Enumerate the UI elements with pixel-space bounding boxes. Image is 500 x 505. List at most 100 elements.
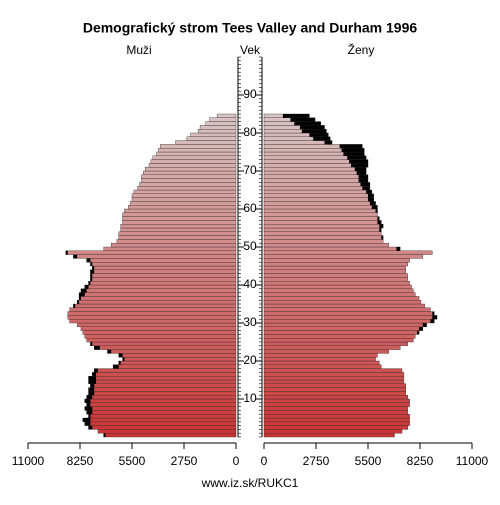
bar-male — [88, 379, 237, 384]
bar-male — [156, 151, 237, 156]
excess-female — [313, 136, 331, 141]
bar-male — [93, 345, 237, 350]
bar-female — [263, 319, 435, 324]
x-tick-label: 0 — [261, 454, 268, 468]
bar-female — [263, 379, 405, 384]
excess-female — [432, 311, 435, 316]
excess-female — [358, 174, 368, 179]
y-tick-label: 20 — [243, 353, 257, 367]
bar-male — [88, 391, 237, 396]
excess-female — [294, 121, 321, 126]
excess-male — [86, 395, 93, 399]
excess-female — [343, 152, 365, 156]
excess-female — [377, 216, 380, 221]
bar-female — [263, 383, 407, 388]
bar-male — [82, 330, 237, 335]
excess-female — [362, 186, 370, 190]
bar-male — [86, 395, 237, 400]
bar-female — [263, 204, 378, 210]
bar-male — [88, 387, 237, 392]
bar-female — [263, 273, 408, 278]
bar-male — [118, 360, 237, 365]
bar-female — [263, 220, 382, 225]
excess-male — [88, 391, 95, 396]
excess-male — [92, 372, 97, 377]
y-tick-label: 90 — [243, 87, 257, 101]
excess-male — [88, 387, 95, 392]
excess-female — [339, 144, 363, 149]
x-tick-label: 5500 — [355, 454, 382, 468]
bar-female — [263, 269, 407, 274]
excess-male — [90, 342, 93, 346]
excess-female — [371, 205, 378, 209]
excess-female — [356, 171, 367, 175]
excess-female — [432, 315, 438, 320]
bar-male — [67, 315, 237, 320]
y-tick-label: 10 — [243, 391, 257, 405]
bar-female — [263, 254, 424, 259]
excess-male — [90, 383, 95, 388]
bar-male — [65, 250, 237, 255]
bar-female — [263, 189, 372, 194]
bar-male — [128, 204, 237, 210]
bar-female — [263, 277, 408, 282]
excess-female — [379, 224, 384, 228]
excess-male — [73, 304, 76, 308]
bar-female — [263, 242, 390, 248]
bar-male — [205, 121, 237, 126]
excess-female — [417, 330, 420, 335]
bar-male — [145, 166, 237, 172]
excess-male — [90, 262, 93, 266]
bar-male — [160, 144, 237, 149]
bar-male — [175, 140, 237, 145]
bar-male — [143, 170, 237, 175]
bar-female — [263, 402, 410, 407]
bar-female — [263, 231, 382, 236]
bar-male — [88, 425, 237, 430]
bar-male — [76, 322, 237, 327]
x-tick-label: 11000 — [12, 454, 45, 468]
bar-male — [84, 398, 237, 403]
bar-female — [263, 315, 438, 320]
bar-male — [131, 197, 237, 202]
bar-female — [263, 288, 414, 293]
excess-female — [419, 326, 423, 331]
excess-male — [92, 266, 95, 270]
excess-male — [73, 254, 78, 259]
bar-male — [129, 201, 237, 206]
excess-female — [282, 114, 310, 118]
excess-female — [309, 133, 329, 137]
excess-female — [290, 117, 316, 122]
bar-female — [263, 307, 431, 312]
bar-female — [263, 292, 416, 297]
bar-male — [86, 258, 237, 263]
bar-male — [122, 357, 237, 362]
x-tick-label: 5500 — [119, 454, 146, 468]
x-tick-label: 11000 — [456, 454, 489, 468]
bar-female — [263, 433, 395, 438]
bar-male — [186, 136, 237, 141]
y-tick-label: 80 — [243, 125, 257, 139]
excess-male — [88, 425, 93, 430]
bar-male — [90, 269, 237, 274]
bar-male — [150, 159, 237, 164]
excess-female — [350, 163, 368, 168]
bar-male — [90, 341, 237, 346]
bar-female — [263, 334, 416, 339]
y-tick-label: 60 — [243, 201, 257, 215]
bar-male — [80, 288, 237, 293]
bar-female — [263, 353, 378, 358]
bar-female — [263, 216, 380, 221]
bar-female — [263, 395, 408, 400]
bar-male — [131, 193, 237, 198]
bar-male — [122, 216, 237, 221]
excess-male — [90, 269, 95, 274]
bar-female — [263, 410, 408, 415]
excess-male — [86, 258, 91, 263]
excess-male — [88, 414, 91, 418]
bar-female — [263, 166, 367, 172]
bar-female — [263, 201, 376, 206]
excess-female — [377, 220, 382, 225]
bar-female — [263, 235, 384, 240]
excess-female — [341, 148, 365, 152]
